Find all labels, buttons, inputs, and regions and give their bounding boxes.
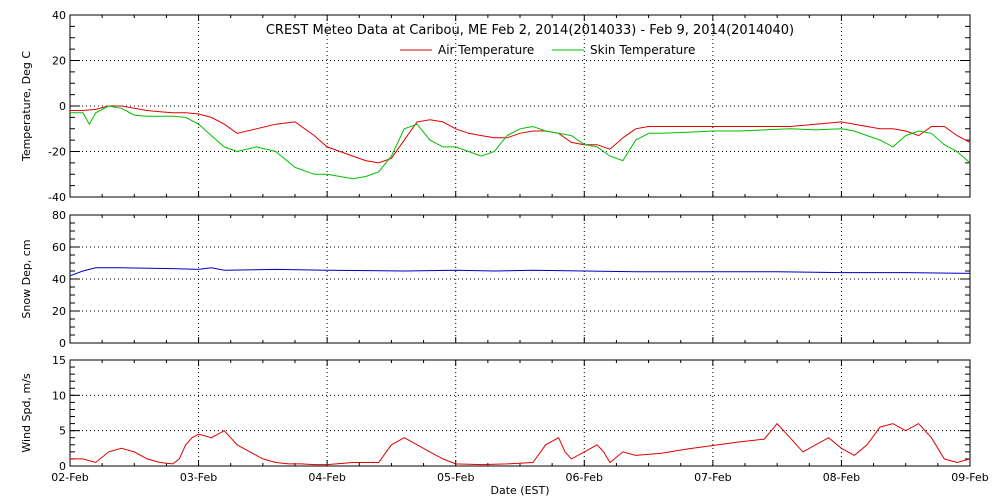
- x-tick-label: 03-Feb: [180, 471, 217, 484]
- y-tick-label: 0: [59, 100, 66, 113]
- x-tick-label: 09-Feb: [951, 471, 988, 484]
- skin-temperature-line: [70, 105, 971, 180]
- y-tick-label: 0: [59, 337, 66, 350]
- x-tick-label: 07-Feb: [694, 471, 731, 484]
- air-temperature-line: [70, 105, 971, 164]
- snow-depth-panel: Snow Dep, cm 0 20 40 60 80: [20, 209, 971, 350]
- snow-depth-y-axis-label: Snow Dep, cm: [20, 239, 33, 318]
- series-line-1-0: [69, 267, 971, 277]
- x-tick-label: 02-Feb: [51, 471, 88, 484]
- y-tick-label: 20: [52, 305, 66, 318]
- legend-skin-temperature-label: Skin Temperature: [590, 43, 695, 57]
- wind-speed-axes-frame: [69, 359, 971, 467]
- wind-speed-y-axis-label: Wind Spd, m/s: [20, 373, 33, 453]
- y-tick-label: 15: [52, 354, 66, 367]
- legend-air-temperature-label: Air Temperature: [438, 43, 534, 57]
- y-tick-label: 5: [59, 425, 66, 438]
- y-tick-label: 60: [52, 241, 66, 254]
- wind-speed-panel: Wind Spd, m/s Date (EST) 0 5 10 15 02-Feb 03-…: [20, 354, 989, 497]
- y-tick-label: 40: [52, 273, 66, 286]
- legend: Air Temperature Skin Temperature: [400, 43, 695, 57]
- y-tick-label: 80: [52, 209, 66, 222]
- y-tick-label: 0: [59, 460, 66, 473]
- x-axis-label: Date (EST): [490, 484, 549, 497]
- x-tick-label: 06-Feb: [566, 471, 603, 484]
- y-tick-label: 40: [52, 9, 66, 22]
- chart-title: CREST Meteo Data at Caribou, ME Feb 2, 2…: [266, 23, 794, 38]
- x-tick-label: 08-Feb: [823, 471, 860, 484]
- temperature-y-axis-label: Temperature, Deg C: [20, 51, 33, 162]
- y-tick-label: -40: [48, 191, 66, 204]
- y-tick-label: 10: [52, 389, 66, 402]
- series-line-2-0: [70, 422, 971, 466]
- x-tick-label: 05-Feb: [437, 471, 474, 484]
- temperature-panel: CREST Meteo Data at Caribou, ME Feb 2, 2…: [20, 9, 971, 204]
- y-tick-label: 20: [52, 55, 66, 68]
- y-tick-label: -20: [48, 146, 66, 159]
- x-tick-label: 04-Feb: [308, 471, 345, 484]
